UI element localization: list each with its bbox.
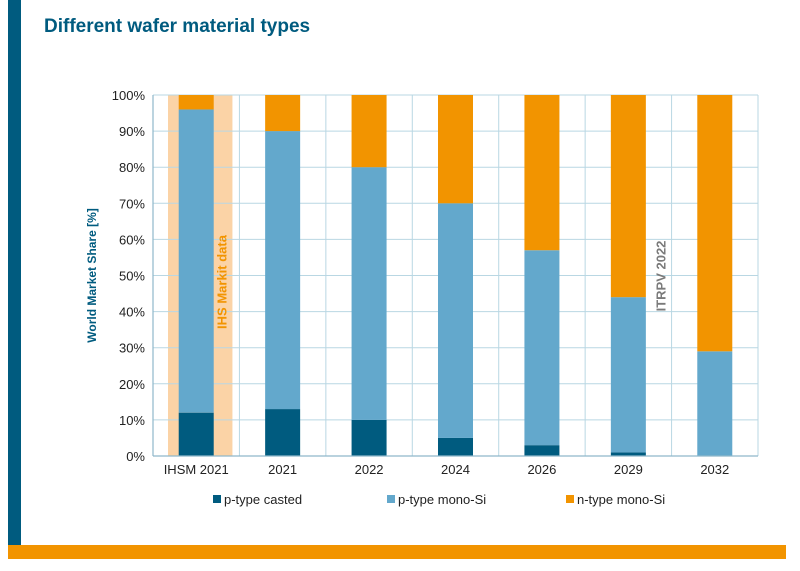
bar-p-type-mono-si xyxy=(524,250,560,446)
left-accent-bar xyxy=(8,0,21,545)
y-tick-label: 30% xyxy=(119,341,145,356)
chart-title: Different wafer material types xyxy=(44,16,311,37)
y-axis-label: World Market Share [%] xyxy=(85,208,99,342)
bar-n-type-mono-si xyxy=(697,95,733,352)
legend-swatch xyxy=(566,495,574,503)
y-tick-label: 40% xyxy=(119,305,145,320)
bar-p-type-casted xyxy=(265,409,301,456)
bar-p-type-casted xyxy=(351,419,387,456)
x-tick-label: 2022 xyxy=(355,462,384,477)
bar-p-type-mono-si xyxy=(351,167,387,420)
legend-swatch xyxy=(387,495,395,503)
legend-swatch xyxy=(213,495,221,503)
y-tick-label: 80% xyxy=(119,160,145,175)
bar-n-type-mono-si xyxy=(438,95,473,204)
x-tick-label: 2024 xyxy=(441,462,470,477)
y-tick-label: 10% xyxy=(119,413,145,428)
bar-p-type-casted xyxy=(524,445,560,456)
y-tick-label: 50% xyxy=(119,269,145,284)
x-tick-label: 2029 xyxy=(614,462,643,477)
bar-p-type-casted xyxy=(438,437,473,456)
bar-p-type-mono-si xyxy=(438,203,473,438)
legend-label: p-type mono-Si xyxy=(398,492,486,507)
bar-p-type-mono-si xyxy=(610,297,646,453)
y-tick-label: 0% xyxy=(126,449,145,464)
x-tick-label: 2032 xyxy=(700,462,729,477)
annotation-itrpv: ITRPV 2022 xyxy=(654,241,669,312)
bar-p-type-mono-si xyxy=(178,109,214,413)
x-tick-label: 2026 xyxy=(527,462,556,477)
bar-n-type-mono-si xyxy=(178,95,214,110)
bar-n-type-mono-si xyxy=(610,95,646,298)
x-tick-label: IHSM 2021 xyxy=(164,462,229,477)
bar-n-type-mono-si xyxy=(265,95,301,132)
bar-p-type-mono-si xyxy=(697,351,733,456)
legend-label: p-type casted xyxy=(224,492,302,507)
x-tick-label: 2021 xyxy=(268,462,297,477)
bar-p-type-casted xyxy=(178,412,214,456)
legend-label: n-type mono-Si xyxy=(577,492,665,507)
bar-p-type-mono-si xyxy=(265,131,301,410)
bottom-accent-bar xyxy=(8,545,786,559)
y-tick-label: 90% xyxy=(119,124,145,139)
bar-n-type-mono-si xyxy=(524,95,560,251)
bar-p-type-casted xyxy=(610,452,646,456)
y-tick-label: 60% xyxy=(119,232,145,247)
annotation-ihs-markit: IHS Markit data xyxy=(214,234,229,329)
y-tick-label: 100% xyxy=(112,88,146,103)
y-tick-label: 20% xyxy=(119,377,145,392)
bar-n-type-mono-si xyxy=(351,95,387,168)
y-tick-label: 70% xyxy=(119,196,145,211)
